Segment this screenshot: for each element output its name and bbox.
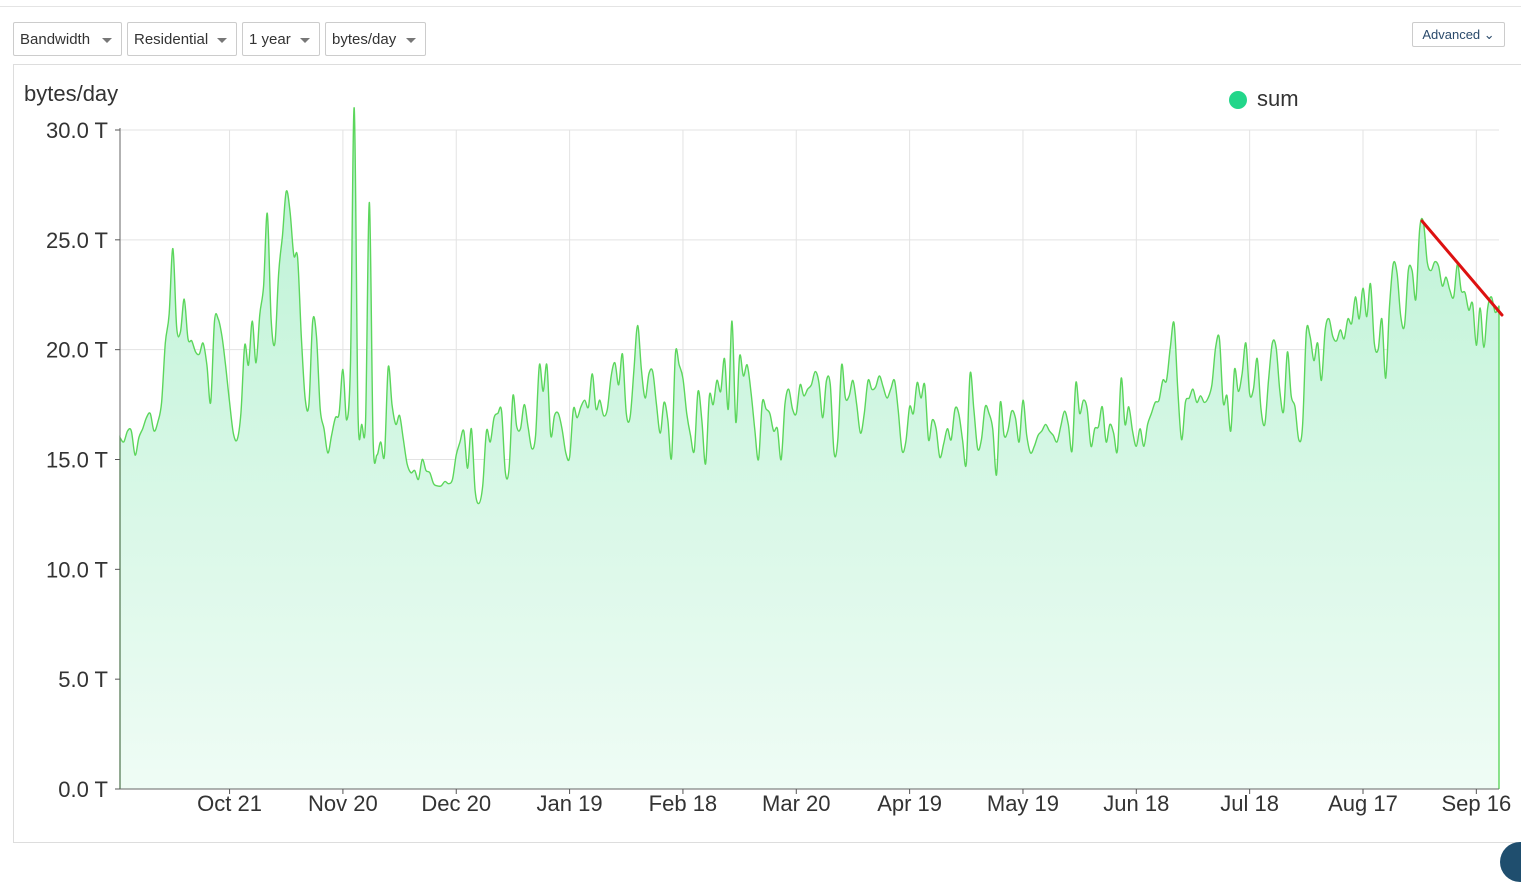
metric-dropdown-label: Bandwidth [20, 31, 91, 48]
x-tick-label: Mar 20 [762, 791, 830, 816]
x-tick-label: Apr 19 [877, 791, 942, 816]
range-dropdown[interactable]: 1 year [242, 22, 320, 56]
chevron-down-icon [300, 38, 310, 43]
chevron-down-icon [102, 38, 112, 43]
x-tick-label: Jul 18 [1220, 791, 1279, 816]
chart-panel [13, 64, 1521, 843]
unit-dropdown[interactable]: bytes/day [325, 22, 426, 56]
unit-dropdown-label: bytes/day [332, 31, 397, 48]
y-tick-label: 20.0 T [46, 338, 108, 363]
y-axis-label: bytes/day [24, 81, 118, 106]
x-tick-label: Sep 16 [1441, 791, 1511, 816]
x-tick-label: Dec 20 [421, 791, 491, 816]
x-tick-label: Jun 18 [1103, 791, 1169, 816]
metric-dropdown[interactable]: Bandwidth [13, 22, 122, 56]
bandwidth-chart: 0.0 T 5.0 T 10.0 T 15.0 T 20.0 T 25.0 T 30.0 T… [24, 81, 1511, 816]
x-tick-label: Aug 17 [1328, 791, 1398, 816]
y-tick-label: 10.0 T [46, 557, 108, 582]
x-tick-label: Jan 19 [537, 791, 603, 816]
legend-label-sum: sum [1257, 86, 1299, 111]
y-tick-label: 15.0 T [46, 448, 108, 473]
legend-dot-sum [1229, 91, 1247, 109]
chevron-down-icon [406, 38, 416, 43]
top-divider [0, 6, 1521, 7]
x-tick-label: Oct 21 [197, 791, 262, 816]
trend-annotation-line [1420, 219, 1504, 317]
segment-dropdown[interactable]: Residential [127, 22, 237, 56]
y-tick-label: 30.0 T [46, 118, 108, 143]
x-axis-ticks: Oct 21 Nov 20 Dec 20 Jan 19 Feb 18 Mar 20 Apr … [197, 789, 1511, 816]
x-tick-label: Nov 20 [308, 791, 378, 816]
x-tick-label: Feb 18 [649, 791, 718, 816]
y-tick-label: 25.0 T [46, 228, 108, 253]
series-line-sum [119, 107, 1500, 789]
chevron-down-icon [217, 38, 227, 43]
y-tick-label: 0.0 T [58, 777, 108, 802]
y-tick-label: 5.0 T [58, 667, 108, 692]
range-dropdown-label: 1 year [249, 31, 291, 48]
y-axis-ticks: 0.0 T 5.0 T 10.0 T 15.0 T 20.0 T 25.0 T 30.0 T [46, 118, 120, 802]
segment-dropdown-label: Residential [134, 31, 209, 48]
legend[interactable]: sum [1229, 86, 1299, 111]
x-tick-label: May 19 [987, 791, 1059, 816]
advanced-button[interactable]: Advanced ⌄ [1412, 22, 1505, 47]
series-area-sum [120, 107, 1499, 789]
